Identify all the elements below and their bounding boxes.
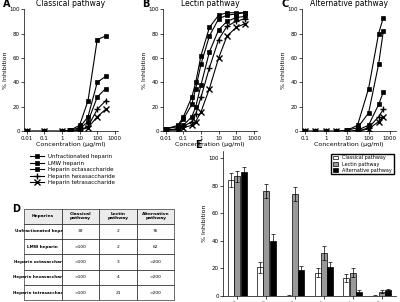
Y-axis label: % Inhibition: % Inhibition: [3, 51, 8, 89]
Bar: [228, 180, 234, 296]
Bar: [270, 241, 276, 296]
X-axis label: Concentration (μg/ml): Concentration (μg/ml): [175, 142, 245, 147]
Bar: [292, 194, 298, 296]
Text: D: D: [12, 204, 20, 214]
X-axis label: Concentration (μg/ml): Concentration (μg/ml): [314, 142, 384, 147]
Title: Alternative pathway: Alternative pathway: [310, 0, 388, 8]
Y-axis label: % Inhibition: % Inhibition: [281, 51, 286, 89]
Bar: [385, 291, 391, 296]
Title: Lectin pathway: Lectin pathway: [181, 0, 239, 8]
Bar: [378, 292, 384, 296]
Bar: [298, 270, 304, 296]
Text: A: A: [3, 0, 11, 9]
Bar: [343, 278, 350, 296]
Bar: [314, 272, 320, 296]
Bar: [241, 172, 247, 296]
X-axis label: Concentration (μg/ml): Concentration (μg/ml): [36, 142, 106, 147]
Bar: [327, 267, 333, 296]
Title: Classical pathway: Classical pathway: [36, 0, 106, 8]
Bar: [257, 267, 263, 296]
Text: B: B: [142, 0, 150, 9]
Text: E: E: [195, 140, 202, 150]
Text: C: C: [281, 0, 289, 9]
Y-axis label: % Inhibition: % Inhibition: [202, 205, 207, 243]
Legend: Unfractionated heparin, LMW heparin, Heparin octasaccharide, Heparin hexasacchar: Unfractionated heparin, LMW heparin, Hep…: [30, 154, 115, 185]
Bar: [234, 176, 240, 296]
Legend: Classical pathway, Lectin pathway, Alternative pathway: Classical pathway, Lectin pathway, Alter…: [331, 154, 394, 174]
Y-axis label: % Inhibition: % Inhibition: [142, 51, 147, 89]
Bar: [321, 253, 327, 296]
Bar: [350, 272, 356, 296]
Bar: [263, 191, 269, 296]
Bar: [356, 292, 362, 296]
